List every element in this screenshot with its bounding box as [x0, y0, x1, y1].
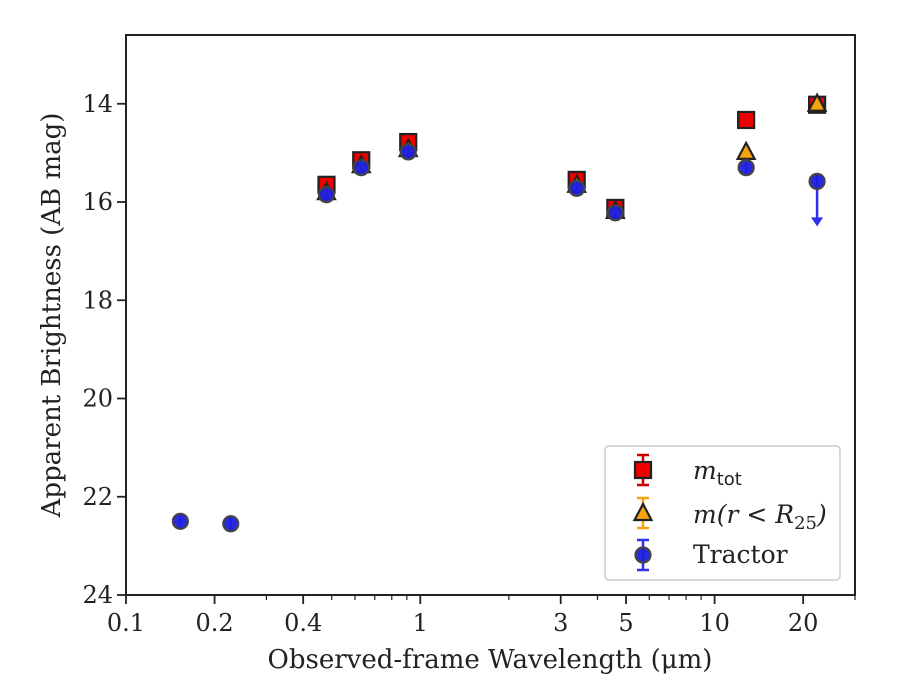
x-tick-label: 5: [618, 609, 633, 637]
circle-point: [171, 512, 189, 530]
legend-square-marker: [633, 460, 653, 480]
x-tick-label: 0.1: [107, 609, 145, 637]
circle-marker: [568, 179, 586, 197]
triangle-marker: [735, 140, 757, 161]
circle-point: [352, 159, 370, 177]
circle-marker: [737, 159, 755, 177]
circle-marker: [317, 186, 336, 204]
x-tick-label: 3: [553, 609, 568, 637]
circle-marker: [222, 515, 240, 533]
x-axis-ticks: 0.1 0.2 0.4 1 3 5 10 20: [107, 595, 819, 637]
circle-point: [606, 204, 624, 222]
y-tick-label: 18: [82, 286, 113, 314]
circle-marker: [399, 143, 417, 161]
upper-limit-head: [811, 217, 824, 227]
square-marker: [633, 460, 653, 480]
x-tick-label: 0.4: [284, 609, 322, 637]
legend-label-tractor: Tractor: [693, 540, 788, 569]
legend-label-mtot: mtot: [693, 456, 742, 490]
circle-point: [808, 172, 826, 190]
circle-marker: [171, 512, 189, 530]
legend-circle-marker: [634, 546, 652, 564]
circle-marker: [352, 159, 370, 177]
y-tick-label: 16: [82, 188, 113, 216]
x-tick-label: 0.2: [196, 609, 234, 637]
y-tick-label: 20: [82, 385, 113, 413]
y-tick-label: 14: [82, 90, 113, 118]
circle-marker: [606, 204, 624, 222]
data-markers: [171, 92, 828, 533]
y-axis-ticks: 14 16 18 20 22 24: [82, 90, 126, 609]
y-axis-label: Apparent Brightness (AB mag): [37, 113, 67, 519]
y-tick-label: 24: [82, 581, 113, 609]
legend: mtot m(r < R25) Tractor: [604, 445, 841, 581]
triangle-marker: [632, 501, 654, 522]
y-tick-label: 22: [82, 483, 113, 511]
triangle-marker: [806, 92, 828, 112]
legend-triangle-marker: [632, 501, 654, 522]
circle-marker: [634, 546, 652, 564]
legend-label-m-r25: m(r < R25): [693, 500, 827, 534]
x-tick-label: 10: [699, 609, 730, 637]
x-tick-label: 1: [413, 609, 428, 637]
x-tick-label: 20: [788, 609, 819, 637]
circle-point: [317, 186, 336, 204]
triangle-point: [806, 92, 828, 112]
circle-point: [222, 515, 240, 533]
triangle-point: [735, 140, 757, 161]
circle-point: [568, 179, 586, 197]
square-point: [737, 110, 756, 130]
circle-marker: [808, 172, 826, 190]
x-axis-label: Observed-frame Wavelength (μm): [268, 645, 713, 675]
legend-box: [604, 445, 841, 581]
square-marker: [737, 110, 756, 130]
legend-markers: [632, 453, 654, 572]
circle-point: [399, 143, 417, 161]
circle-point: [737, 159, 755, 177]
plot-frame: [125, 34, 856, 596]
